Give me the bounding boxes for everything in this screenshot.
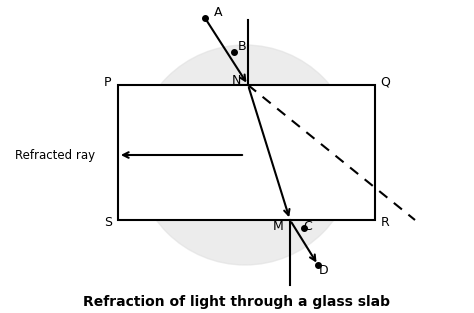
Text: A: A <box>214 6 222 18</box>
Text: S: S <box>104 215 112 228</box>
Text: R: R <box>381 215 389 228</box>
Text: M: M <box>273 219 283 233</box>
Text: Refraction of light through a glass slab: Refraction of light through a glass slab <box>83 295 391 309</box>
Circle shape <box>135 45 355 265</box>
Bar <box>118 85 375 220</box>
Text: C: C <box>304 219 312 233</box>
Text: Refracted ray: Refracted ray <box>15 148 95 162</box>
Text: Q: Q <box>380 75 390 89</box>
Text: D: D <box>319 264 329 276</box>
Text: P: P <box>104 75 112 89</box>
Text: B: B <box>237 39 246 53</box>
Text: N: N <box>231 74 241 86</box>
